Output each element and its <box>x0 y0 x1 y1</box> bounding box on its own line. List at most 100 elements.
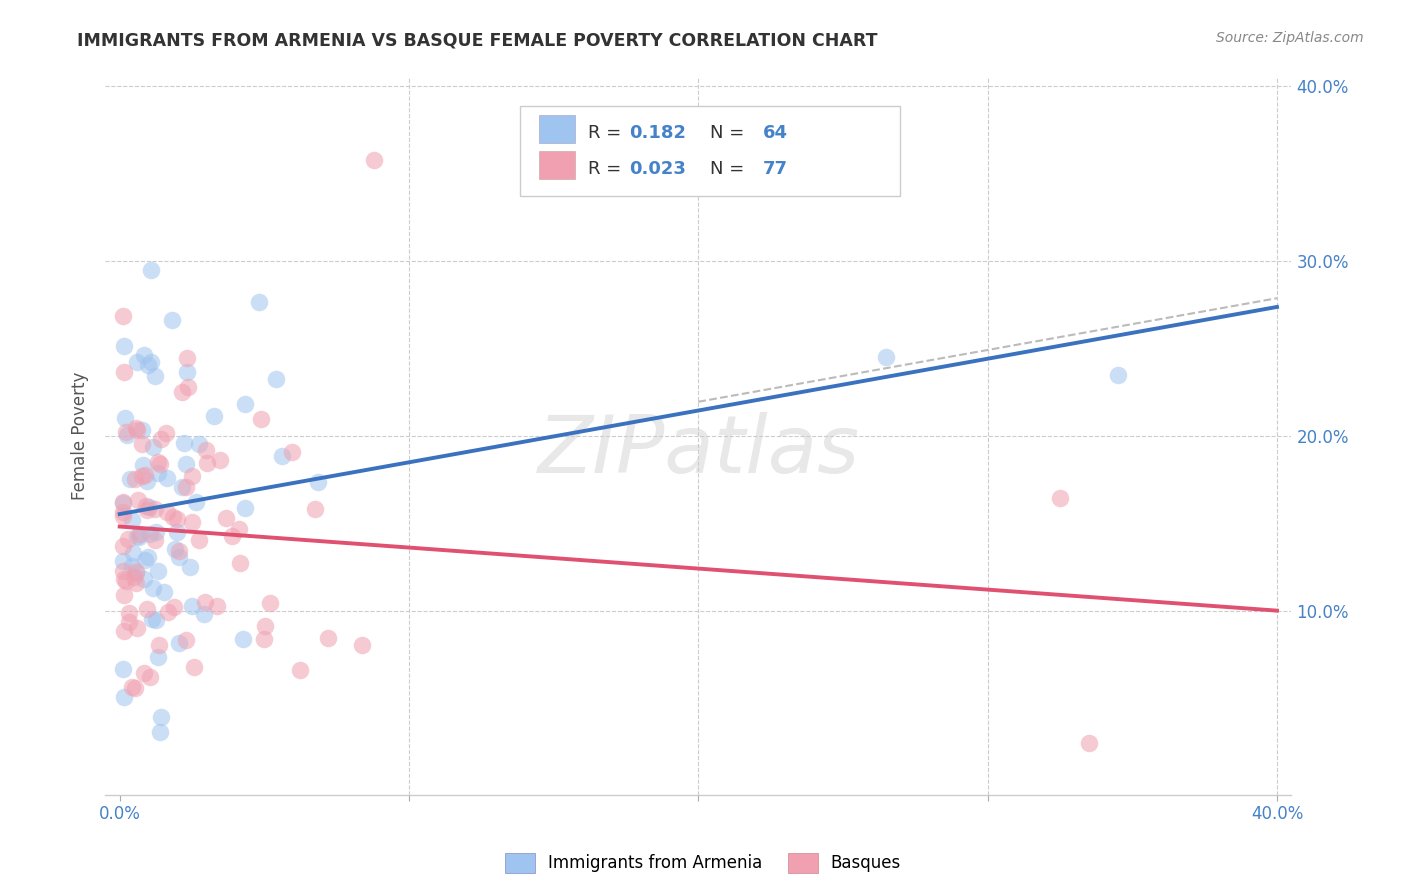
Point <box>174 632 197 647</box>
Text: 0.023: 0.023 <box>630 160 686 178</box>
Point <box>111 554 134 568</box>
FancyBboxPatch shape <box>540 115 575 144</box>
Point <box>138 527 160 541</box>
Point <box>180 468 202 483</box>
Y-axis label: Female Poverty: Female Poverty <box>72 372 89 500</box>
Point <box>181 599 204 614</box>
Point <box>134 468 156 483</box>
Point <box>132 573 155 587</box>
Point <box>143 369 166 384</box>
Point <box>139 263 162 277</box>
Point <box>1077 735 1099 749</box>
Text: IMMIGRANTS FROM ARMENIA VS BASQUE FEMALE POVERTY CORRELATION CHART: IMMIGRANTS FROM ARMENIA VS BASQUE FEMALE… <box>77 31 877 49</box>
Point <box>149 432 172 446</box>
Point <box>176 365 198 379</box>
Point <box>193 607 215 622</box>
Point <box>121 559 143 574</box>
Point <box>112 662 135 676</box>
Point <box>134 665 156 680</box>
Point <box>136 358 159 372</box>
Point <box>253 632 276 646</box>
Point <box>174 457 197 471</box>
Point <box>149 724 172 739</box>
Point <box>209 452 232 467</box>
Point <box>149 457 172 471</box>
Point <box>170 480 193 494</box>
Point <box>143 533 166 547</box>
Point <box>128 530 150 544</box>
Point <box>316 631 339 645</box>
Point <box>136 503 159 517</box>
Point <box>122 570 145 584</box>
Point <box>184 495 207 509</box>
Point <box>1107 368 1129 382</box>
Point <box>112 572 135 586</box>
Point <box>176 351 198 366</box>
Point <box>141 612 163 626</box>
Point <box>138 500 160 514</box>
Point <box>132 348 155 362</box>
Point <box>155 426 177 441</box>
Point <box>111 495 134 509</box>
Point <box>156 471 179 485</box>
Point <box>363 153 385 167</box>
Point <box>259 596 281 610</box>
Point <box>214 511 236 525</box>
Point <box>352 638 374 652</box>
Point <box>111 309 134 323</box>
Point <box>136 549 159 564</box>
FancyBboxPatch shape <box>540 151 575 179</box>
Point <box>111 509 134 524</box>
Point <box>125 575 148 590</box>
Point <box>118 606 141 620</box>
Point <box>232 632 254 647</box>
Text: R =: R = <box>588 124 627 142</box>
Point <box>253 619 276 633</box>
Point <box>114 410 136 425</box>
Point <box>135 499 157 513</box>
Point <box>165 542 187 557</box>
Point <box>169 549 191 564</box>
Point <box>195 457 218 471</box>
Point <box>142 440 165 454</box>
Point <box>134 552 156 566</box>
Point <box>170 384 193 399</box>
Point <box>233 397 256 411</box>
Point <box>112 690 135 704</box>
Point <box>131 437 153 451</box>
Text: 77: 77 <box>762 160 787 178</box>
Point <box>233 501 256 516</box>
Point <box>132 458 155 473</box>
Point <box>160 313 183 327</box>
Point <box>270 449 292 463</box>
Point <box>125 423 148 437</box>
Point <box>180 515 202 529</box>
Point <box>131 423 153 437</box>
Point <box>112 505 135 519</box>
Text: 64: 64 <box>762 124 787 142</box>
Point <box>157 605 180 619</box>
Point <box>875 351 897 365</box>
Point <box>127 355 149 369</box>
Point <box>115 427 138 442</box>
Point <box>145 613 167 627</box>
Point <box>124 681 146 696</box>
Point <box>167 544 190 558</box>
Point <box>131 469 153 483</box>
Point <box>121 513 143 527</box>
Point <box>125 420 148 434</box>
Point <box>177 379 200 393</box>
Point <box>111 496 134 510</box>
Point <box>183 659 205 673</box>
Point <box>125 529 148 543</box>
Legend: Immigrants from Armenia, Basques: Immigrants from Armenia, Basques <box>498 847 908 880</box>
Text: N =: N = <box>710 124 751 142</box>
Point <box>288 664 311 678</box>
Point <box>148 638 170 652</box>
Point <box>139 670 162 684</box>
Point <box>307 475 329 489</box>
Point <box>187 436 209 450</box>
FancyBboxPatch shape <box>520 106 900 196</box>
Point <box>247 294 270 309</box>
Point <box>264 372 287 386</box>
